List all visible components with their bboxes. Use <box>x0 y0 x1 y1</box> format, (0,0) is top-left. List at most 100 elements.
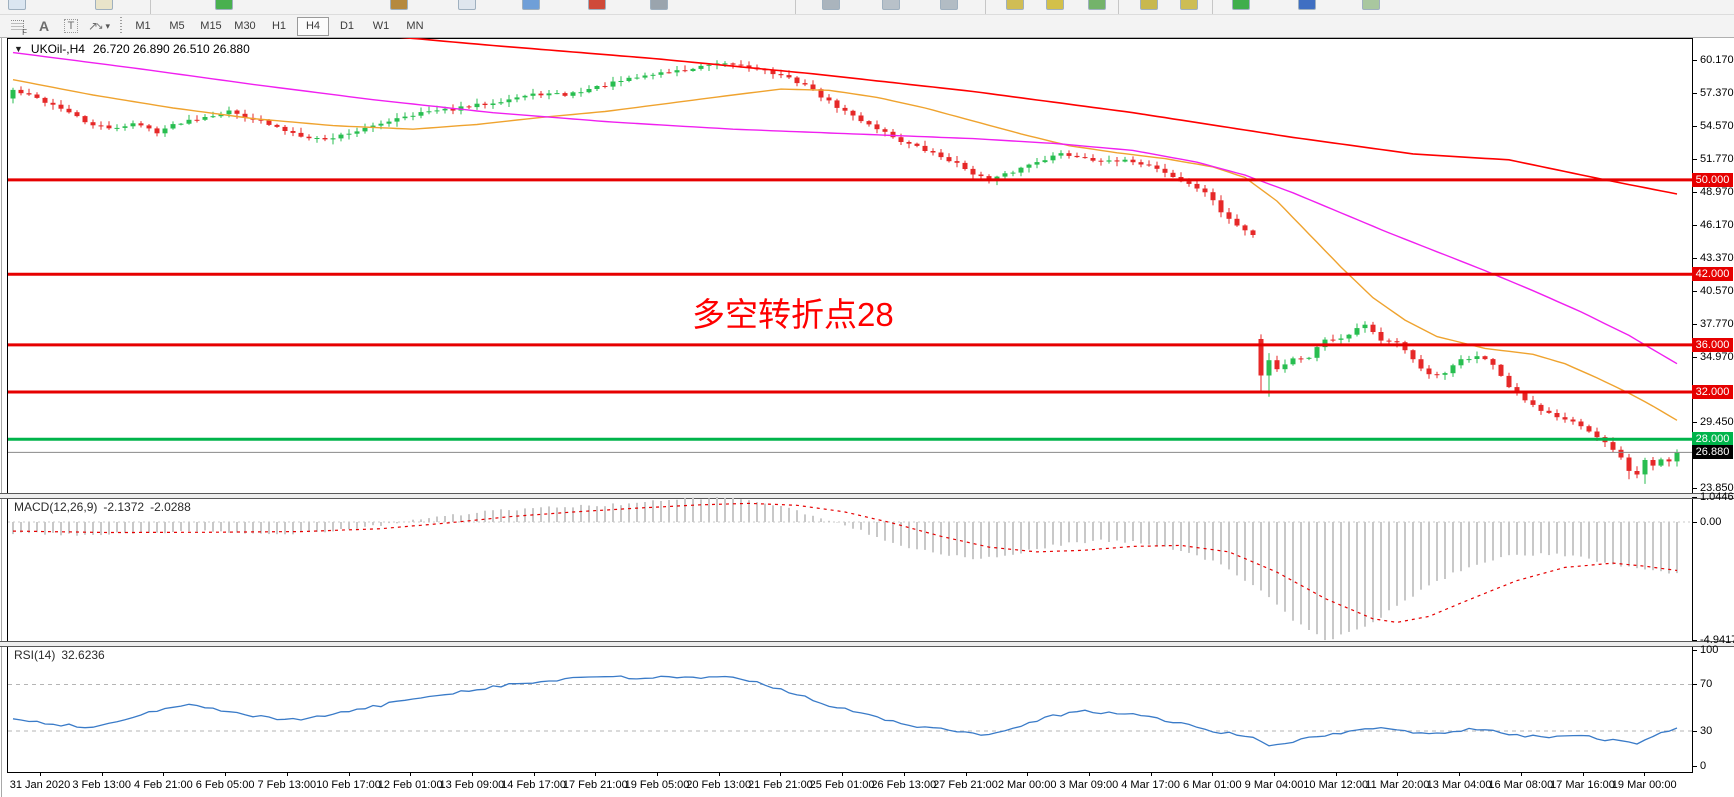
time-axis-tick <box>718 772 720 776</box>
toolbar-separator <box>119 17 122 35</box>
refresh-icon[interactable] <box>1298 0 1316 10</box>
price-axis-label: 60.170 <box>1700 54 1734 66</box>
chart-area[interactable]: ▼ UKOil-,H4 26.720 26.890 26.510 26.880 … <box>0 38 1734 797</box>
time-axis-tick <box>1397 772 1399 776</box>
ma-slow-line <box>399 38 1678 195</box>
time-axis-tick <box>1088 772 1090 776</box>
window-icon[interactable] <box>522 0 540 10</box>
crosshair-icon[interactable] <box>822 0 840 10</box>
time-axis-label: 4 Mar 17:00 <box>1121 779 1180 791</box>
zoom-in-icon[interactable] <box>1140 0 1158 10</box>
timeframe-button-H1[interactable]: H1 <box>271 20 287 32</box>
price-axis-label: 54.570 <box>1700 120 1734 132</box>
toolbar-separator <box>795 0 796 14</box>
toolbar-row-timeframes: F A T ↗ ↘ ▾ M1 M5 M15 M30 H1 H4 D1 W1 MN <box>0 15 1734 38</box>
time-axis-label: 27 Feb 21:00 <box>933 779 998 791</box>
price-axis-tick <box>1692 291 1697 292</box>
timeframe-button-M1[interactable]: M1 <box>135 20 151 32</box>
price-axis-tick <box>1692 357 1697 358</box>
macd-name: MACD(12,26,9) <box>14 500 98 514</box>
time-axis-tick <box>842 772 844 776</box>
time-axis-border <box>7 772 1693 773</box>
rsi-axis-tick <box>1692 766 1697 767</box>
macd-axis-label: -4.9417 <box>1700 634 1734 647</box>
vline-tool-icon[interactable] <box>940 0 958 10</box>
ma-mid-line <box>12 51 1678 365</box>
timeframe-button-H4[interactable]: H4 <box>296 16 329 36</box>
rsi-axis-label: 100 <box>1700 643 1719 656</box>
price-level-badge: 50.000 <box>1692 172 1733 187</box>
pane-separator-macd[interactable] <box>0 493 1734 499</box>
indicators-icon[interactable] <box>390 0 408 10</box>
price-pane[interactable] <box>8 38 1692 493</box>
price-axis-label: 46.170 <box>1700 219 1734 231</box>
time-axis-label: 26 Feb 13:00 <box>871 779 937 791</box>
time-axis-label: 13 Mar 04:00 <box>1426 779 1492 791</box>
time-axis-label: 21 Feb 21:00 <box>747 779 813 791</box>
price-axis-tick <box>1692 488 1697 490</box>
time-axis-tick <box>286 772 288 776</box>
pane-separator-rsi[interactable] <box>0 641 1734 647</box>
price-axis-label: 57.370 <box>1700 87 1734 99</box>
time-axis-label: 10 Mar 12:00 <box>1303 779 1369 791</box>
macd-indicator-label[interactable]: MACD(12,26,9) -2.1372 -2.0288 <box>14 500 191 514</box>
chart-window-icon[interactable] <box>8 0 26 10</box>
price-axis-tick <box>1692 60 1697 61</box>
zoom-icon[interactable] <box>95 0 113 10</box>
horizontal-level-lines[interactable] <box>8 178 1692 453</box>
new-order-icon[interactable] <box>215 0 233 10</box>
channel-tool-icon[interactable] <box>1046 0 1064 10</box>
chart-shot-icon[interactable] <box>1362 0 1380 10</box>
bars-mode-icon[interactable] <box>650 0 668 10</box>
text-label-icon[interactable]: A <box>38 18 50 34</box>
template-icon[interactable] <box>458 0 476 10</box>
macd-pane[interactable] <box>8 497 1692 641</box>
time-axis-tick <box>657 772 658 776</box>
rsi-indicator-label[interactable]: RSI(14) 32.6236 <box>14 648 105 662</box>
hline-tool-icon[interactable] <box>882 0 900 10</box>
grid-period-separators-icon[interactable]: F <box>7 17 27 37</box>
time-axis-tick <box>471 772 473 776</box>
zoom-out-icon[interactable] <box>1180 0 1198 10</box>
time-axis-tick <box>1027 772 1029 776</box>
price-axis-label: 23.850 <box>1700 482 1734 495</box>
rsi-axis-tick <box>1692 649 1697 651</box>
time-axis-label: 12 Feb 01:00 <box>377 779 443 791</box>
fibo-tool-icon[interactable] <box>1088 0 1106 10</box>
macd-axis-label: 0.00 <box>1700 516 1722 528</box>
macd-axis-tick <box>1692 522 1697 523</box>
timeframe-button-W1[interactable]: W1 <box>372 20 390 32</box>
add-indicator-icon[interactable] <box>1232 0 1250 10</box>
price-level-badge: 32.000 <box>1692 385 1733 399</box>
timeframe-button-M15[interactable]: M15 <box>200 20 222 32</box>
symbol-dropdown-icon[interactable]: ▼ <box>14 44 23 54</box>
autotrade-icon[interactable] <box>588 0 606 10</box>
ma-fast-line <box>12 79 1678 421</box>
price-axis-label: 51.770 <box>1700 153 1734 165</box>
chart-annotation-text: 多空转折点28 <box>692 296 894 333</box>
trendline-tool-icon[interactable] <box>1006 0 1024 10</box>
macd-axis-tick <box>1692 640 1697 642</box>
timeframe-button-M30[interactable]: M30 <box>234 20 256 32</box>
time-axis-tick <box>1212 772 1214 776</box>
timeframe-button-MN[interactable]: MN <box>406 20 424 32</box>
time-axis-tick <box>1335 772 1337 776</box>
timeframe-button-M5[interactable]: M5 <box>169 20 185 32</box>
time-axis-tick <box>965 772 967 776</box>
price-axis-tick <box>1692 159 1697 160</box>
symbol-ohlc-label[interactable]: ▼ UKOil-,H4 26.720 26.890 26.510 26.880 <box>14 42 250 56</box>
rsi-axis-label: 70 <box>1700 678 1713 691</box>
chevron-down-icon[interactable]: ▾ <box>105 20 110 31</box>
time-axis-tick <box>780 772 782 776</box>
price-axis-tick <box>1692 93 1697 94</box>
plot-left-border <box>7 38 8 772</box>
time-axis-tick <box>1520 772 1522 776</box>
rsi-pane[interactable] <box>8 645 1692 772</box>
arrows-tool-icon[interactable]: ↗ ↘ ▾ <box>88 19 110 33</box>
toolbar-separator <box>1212 0 1213 14</box>
price-axis-tick <box>1692 422 1697 424</box>
time-axis-label: 3 Mar 09:00 <box>1059 779 1119 791</box>
timeframe-button-D1[interactable]: D1 <box>339 20 355 32</box>
macd-main-value: -2.1372 <box>103 500 145 514</box>
text-box-icon[interactable]: T <box>61 17 81 35</box>
